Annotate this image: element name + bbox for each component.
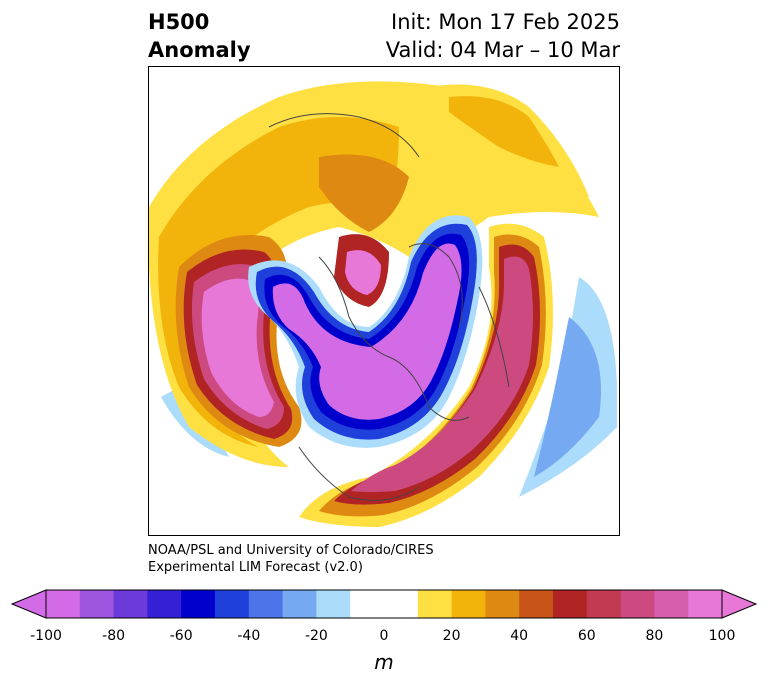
title-field: Anomaly (148, 38, 251, 62)
colorbar-segment (316, 590, 351, 618)
init-date: Init: Mon 17 Feb 2025 (391, 10, 620, 34)
colorbar-tick-label: -20 (304, 628, 328, 644)
colorbar-tick-label: 80 (645, 628, 664, 644)
positive-anomaly-fill (345, 250, 381, 295)
colorbar-tick-label: -60 (169, 628, 193, 644)
positive-anomaly-fill (201, 278, 274, 417)
colorbar-segment (79, 590, 115, 618)
valid-range: Valid: 04 Mar – 10 Mar (385, 38, 620, 62)
colorbar-outline (45, 589, 723, 619)
map-svg (149, 81, 617, 527)
colorbar-tick-label: -100 (30, 628, 62, 644)
positive-anomaly-fill (351, 256, 533, 492)
colorbar-segment (688, 590, 723, 618)
colorbar-segment (46, 590, 81, 618)
colorbar-tick-label: -40 (237, 628, 261, 644)
positive-anomaly-fill (334, 244, 541, 505)
credits: NOAA/PSL and University of Colorado/CIRE… (148, 542, 434, 576)
colorbar-tick-label: 0 (379, 628, 389, 644)
positive-anomaly-fill (449, 96, 559, 167)
negative-anomaly-fill (272, 243, 462, 420)
colorbar-tick-label: 100 (708, 628, 736, 644)
colorbar-segment (519, 590, 554, 618)
colorbar-under-arrow (10, 589, 47, 619)
colorbar-tick-label: 20 (442, 628, 461, 644)
coastlines (268, 113, 510, 501)
colorbar-segment (248, 590, 284, 618)
credits-line-2: Experimental LIM Forecast (v2.0) (148, 560, 363, 575)
negative-anomaly-fill (534, 317, 601, 477)
positive-anomaly-fill (319, 154, 409, 232)
title-left: H500 Anomaly (148, 8, 251, 64)
colorbar (10, 589, 758, 619)
colorbar-segment (620, 590, 655, 618)
colorbar-segment (282, 590, 317, 618)
colorbar-tick-label: 40 (510, 628, 529, 644)
colorbar-segment (350, 590, 419, 618)
colorbar-segment (147, 590, 182, 618)
colorbar-segment (113, 590, 148, 618)
title-right: Init: Mon 17 Feb 2025 Valid: 04 Mar – 10… (386, 8, 620, 64)
colorbar-tick-label: -80 (102, 628, 126, 644)
title-variable: H500 (148, 10, 210, 34)
colorbar-units: m (374, 650, 394, 674)
colorbar-tick-label: 60 (577, 628, 596, 644)
positive-anomaly-fill (319, 234, 546, 517)
colorbar-segment (215, 590, 250, 618)
colorbar-segment (417, 590, 453, 618)
colorbar-segment (451, 590, 486, 618)
colorbar-over-arrow (721, 589, 758, 619)
colorbar-segment (553, 590, 588, 618)
colorbar-segment (181, 590, 216, 618)
colorbar-segment (485, 590, 520, 618)
colorbar-segment (586, 590, 622, 618)
credits-line-1: NOAA/PSL and University of Colorado/CIRE… (148, 543, 434, 558)
colorbar-segment (654, 590, 689, 618)
anomaly-map (148, 66, 620, 536)
